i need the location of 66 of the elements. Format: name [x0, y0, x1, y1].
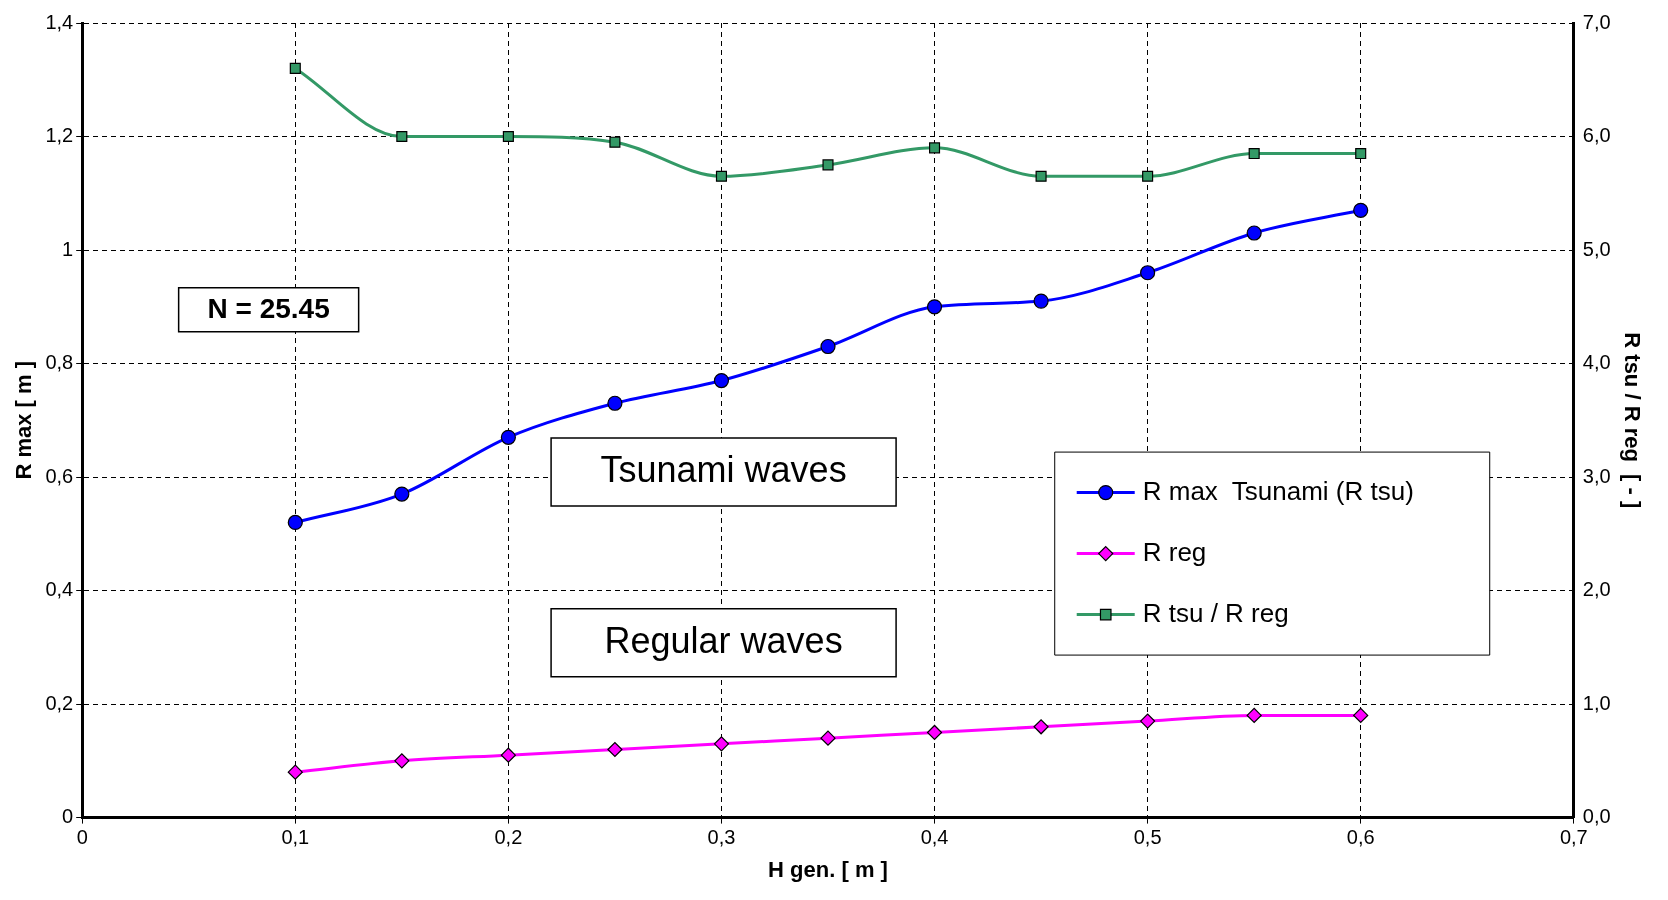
x-tick-label: 0,2 [494, 826, 523, 849]
point [607, 741, 623, 758]
x-tick-label: 0,5 [1133, 826, 1162, 849]
y-tick-label: 0,4 [45, 578, 74, 601]
point [820, 338, 836, 355]
point [287, 514, 303, 531]
point [1353, 202, 1369, 218]
legend-label: R max Tsunami (R tsu) [1142, 475, 1414, 506]
y2-axis-title: R tsu / R reg [ - ] [1619, 332, 1645, 509]
y2-tick-label: 5,0 [1582, 237, 1611, 260]
y2-tick-label: 3,0 [1582, 464, 1611, 487]
point [396, 130, 408, 143]
point [394, 486, 410, 502]
x-tick-label: 0 [76, 826, 88, 849]
point [820, 730, 836, 746]
x-tick-label: 0,4 [920, 826, 949, 849]
y-tick-label: 0 [62, 805, 74, 828]
point [394, 753, 410, 769]
point [713, 372, 730, 389]
y-tick-label: 1,4 [45, 10, 74, 33]
legend-label: R reg [1142, 536, 1207, 567]
point [607, 395, 623, 411]
point [1246, 225, 1262, 241]
y-tick-label: 0,2 [45, 691, 74, 714]
point [1353, 707, 1369, 724]
point [1142, 170, 1154, 182]
annotation: Regular waves [604, 619, 843, 661]
point [1140, 265, 1156, 281]
point [1140, 713, 1156, 729]
x-tick-label: 0,3 [707, 826, 736, 849]
point [822, 159, 834, 171]
point [1355, 147, 1367, 160]
point [926, 724, 943, 741]
legend-label: R tsu / R reg [1142, 597, 1289, 628]
y2-tick-label: 0,0 [1582, 805, 1611, 828]
point [287, 764, 303, 780]
y2-tick-label: 1,0 [1582, 691, 1611, 714]
point [926, 299, 943, 315]
point [502, 130, 514, 143]
x-tick-label: 0,6 [1346, 826, 1375, 849]
point [289, 62, 301, 74]
y-tick-label: 1,2 [45, 124, 74, 147]
y-tick-label: 1 [62, 237, 74, 260]
point [1033, 293, 1049, 309]
y-tick-label: 0,8 [45, 351, 74, 374]
x-tick-label: 0,1 [281, 826, 310, 849]
y2-tick-label: 7,0 [1582, 10, 1611, 33]
y2-tick-label: 4,0 [1582, 351, 1611, 374]
x-tick-label: 0,7 [1559, 826, 1588, 849]
y2-tick-label: 2,0 [1582, 578, 1611, 601]
point [928, 142, 941, 154]
annotation: N = 25.45 [207, 292, 330, 324]
point [500, 747, 516, 763]
point [609, 136, 621, 148]
point [1035, 170, 1047, 182]
point [1033, 719, 1049, 735]
x-axis-title: H gen. [ m ] [768, 856, 888, 882]
point [500, 429, 516, 445]
point [715, 170, 728, 182]
point [1248, 147, 1260, 160]
y2-tick-label: 6,0 [1582, 124, 1611, 147]
y-axis-title: R max [ m ] [11, 361, 37, 480]
y-tick-label: 0,6 [45, 464, 74, 487]
point [1246, 707, 1262, 724]
point [713, 736, 730, 752]
annotation: Tsunami waves [600, 448, 847, 490]
